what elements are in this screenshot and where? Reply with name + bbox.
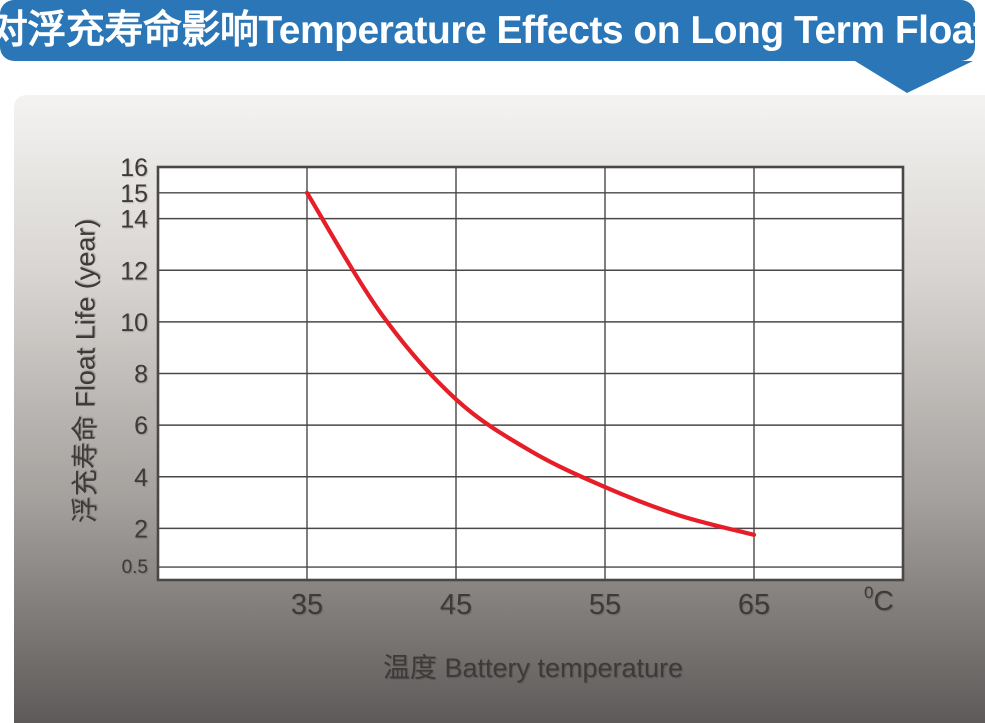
x-tick-label: 45 bbox=[440, 589, 472, 621]
x-axis-unit: 0C bbox=[864, 583, 894, 617]
y-tick-label: 10 bbox=[120, 309, 148, 337]
y-tick-label: 6 bbox=[134, 412, 148, 440]
y-axis-title: 浮充寿命 Float Life (year) bbox=[70, 218, 101, 524]
x-tick-label: 65 bbox=[738, 589, 770, 621]
banner-tail-shape bbox=[855, 61, 973, 93]
y-tick-label: 15 bbox=[120, 180, 148, 208]
plot-border bbox=[156, 165, 905, 582]
y-tick-label: 8 bbox=[134, 361, 148, 389]
x-tick-label: 55 bbox=[589, 589, 621, 621]
y-tick-label: 12 bbox=[120, 257, 148, 285]
x-axis-unit-symbol: C bbox=[873, 585, 894, 616]
series-curve bbox=[304, 190, 757, 537]
banner-tail-icon bbox=[855, 61, 973, 93]
x-tick-label: 35 bbox=[291, 589, 323, 621]
y-tick-label: 16 bbox=[120, 154, 148, 182]
y-tick-label: 0.5 bbox=[122, 557, 148, 578]
y-tick-label: 14 bbox=[120, 206, 148, 234]
y-tick-label: 2 bbox=[134, 515, 148, 543]
title-banner: 温度对浮充寿命影响Temperature Effects on Long Ter… bbox=[0, 0, 985, 61]
x-axis-unit-superscript: 0 bbox=[864, 583, 874, 602]
y-tick-label: 4 bbox=[134, 464, 148, 492]
x-axis-title: 温度 Battery temperature bbox=[382, 653, 684, 683]
banner-title: 温度对浮充寿命影响Temperature Effects on Long Ter… bbox=[0, 9, 985, 52]
